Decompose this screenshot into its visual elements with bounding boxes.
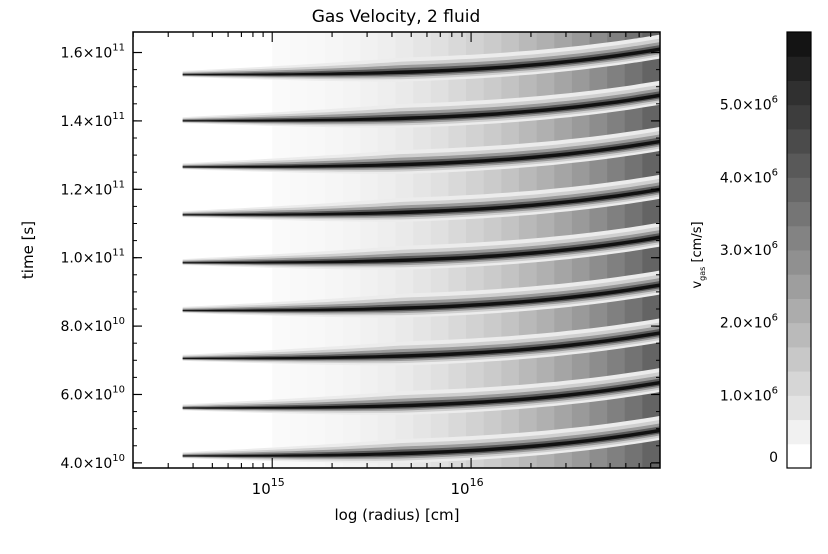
colorbar-level: [787, 298, 811, 324]
pulse-contour: [182, 331, 660, 360]
colorbar-level: [787, 322, 811, 348]
colorbar-level: [787, 56, 811, 81]
colorbar-level: [787, 371, 811, 396]
y-axis-label: time [s]: [19, 221, 37, 279]
pulse-contour: [182, 182, 660, 218]
colorbar-ticks: 0 1.0×106 2.0×106 3.0×106 4.0×106 5.0×106: [720, 95, 778, 466]
pulse-contour: [182, 230, 660, 266]
pulse-contour: [182, 278, 660, 314]
colorbar-tick-label: 2.0×106: [720, 313, 778, 332]
colorbar-tick-label: 5.0×106: [720, 95, 778, 114]
pulse-contour: [182, 93, 660, 122]
pulse-contour: [182, 283, 660, 312]
y-tick-label: 1.2×1011: [60, 179, 125, 198]
colorbar-level: [787, 443, 811, 469]
pulse-contour: [182, 88, 660, 124]
pulse-contour: [182, 134, 660, 170]
colorbar-level: [787, 395, 811, 421]
colorbar-level: [787, 128, 811, 154]
y-tick-label: 1.6×1011: [60, 43, 125, 62]
colorbar-level: [787, 177, 811, 203]
colorbar-label: vgas [cm/s]: [690, 221, 707, 288]
x-axis-label: log (radius) [cm]: [334, 506, 459, 524]
colorbar-tick-label: 4.0×106: [720, 167, 778, 186]
velocity-pulses: [182, 34, 660, 463]
velocity-pulse: [182, 318, 660, 366]
chart-title: Gas Velocity, 2 fluid: [312, 7, 481, 27]
y-tick-label: 1.0×1011: [60, 248, 125, 267]
pulse-contour: [182, 187, 660, 216]
velocity-pulse: [182, 174, 660, 222]
pulse-contour: [182, 428, 660, 457]
colorbar-tick-label: 0: [769, 450, 778, 466]
y-tick-label: 1.4×1011: [60, 111, 125, 130]
colorbar-tick-label: 3.0×106: [720, 240, 778, 259]
pulse-contour: [182, 375, 660, 411]
pulse-contour: [182, 235, 660, 264]
velocity-pulse: [182, 80, 660, 128]
colorbar-level: [787, 80, 811, 106]
pulse-contour: [182, 47, 660, 76]
y-axis: 4.0×1010 6.0×1010 8.0×1010 1.0×1011 1.2×1011…: [60, 43, 660, 472]
velocity-pulse: [182, 34, 660, 82]
velocity-pulse: [182, 270, 660, 318]
pulse-contour: [182, 325, 660, 362]
colorbar-level: [787, 104, 811, 130]
colorbar-level: [787, 153, 811, 178]
pulse-contour: [182, 42, 660, 78]
x-axis: 1015 1016: [132, 32, 652, 498]
colorbar-level: [787, 201, 811, 227]
colorbar-level: [787, 250, 811, 275]
colorbar: [786, 31, 812, 469]
x-tick-label: 1015: [252, 476, 285, 498]
velocity-pulse: [182, 368, 660, 416]
colorbar-level: [787, 225, 811, 251]
colorbar-level: [787, 32, 811, 57]
x-tick-label: 1016: [451, 476, 484, 498]
colorbar-level: [787, 274, 811, 299]
velocity-pulse: [182, 126, 660, 174]
colorbar-level: [787, 346, 811, 372]
velocity-pulse: [182, 415, 660, 463]
pulse-contour: [182, 380, 660, 409]
pulse-contour: [182, 139, 660, 168]
y-tick-label: 6.0×1010: [60, 384, 125, 403]
heatmap-area: [133, 32, 660, 468]
y-tick-label: 4.0×1010: [60, 453, 125, 472]
colorbar-frame: [786, 31, 812, 469]
plot-frame: [132, 31, 661, 469]
pulse-contour: [182, 423, 660, 459]
colorbar-tick-label: 1.0×106: [720, 385, 778, 404]
colorbar-level: [787, 419, 811, 445]
velocity-pulse: [182, 222, 660, 270]
y-tick-label: 8.0×1010: [60, 316, 125, 335]
